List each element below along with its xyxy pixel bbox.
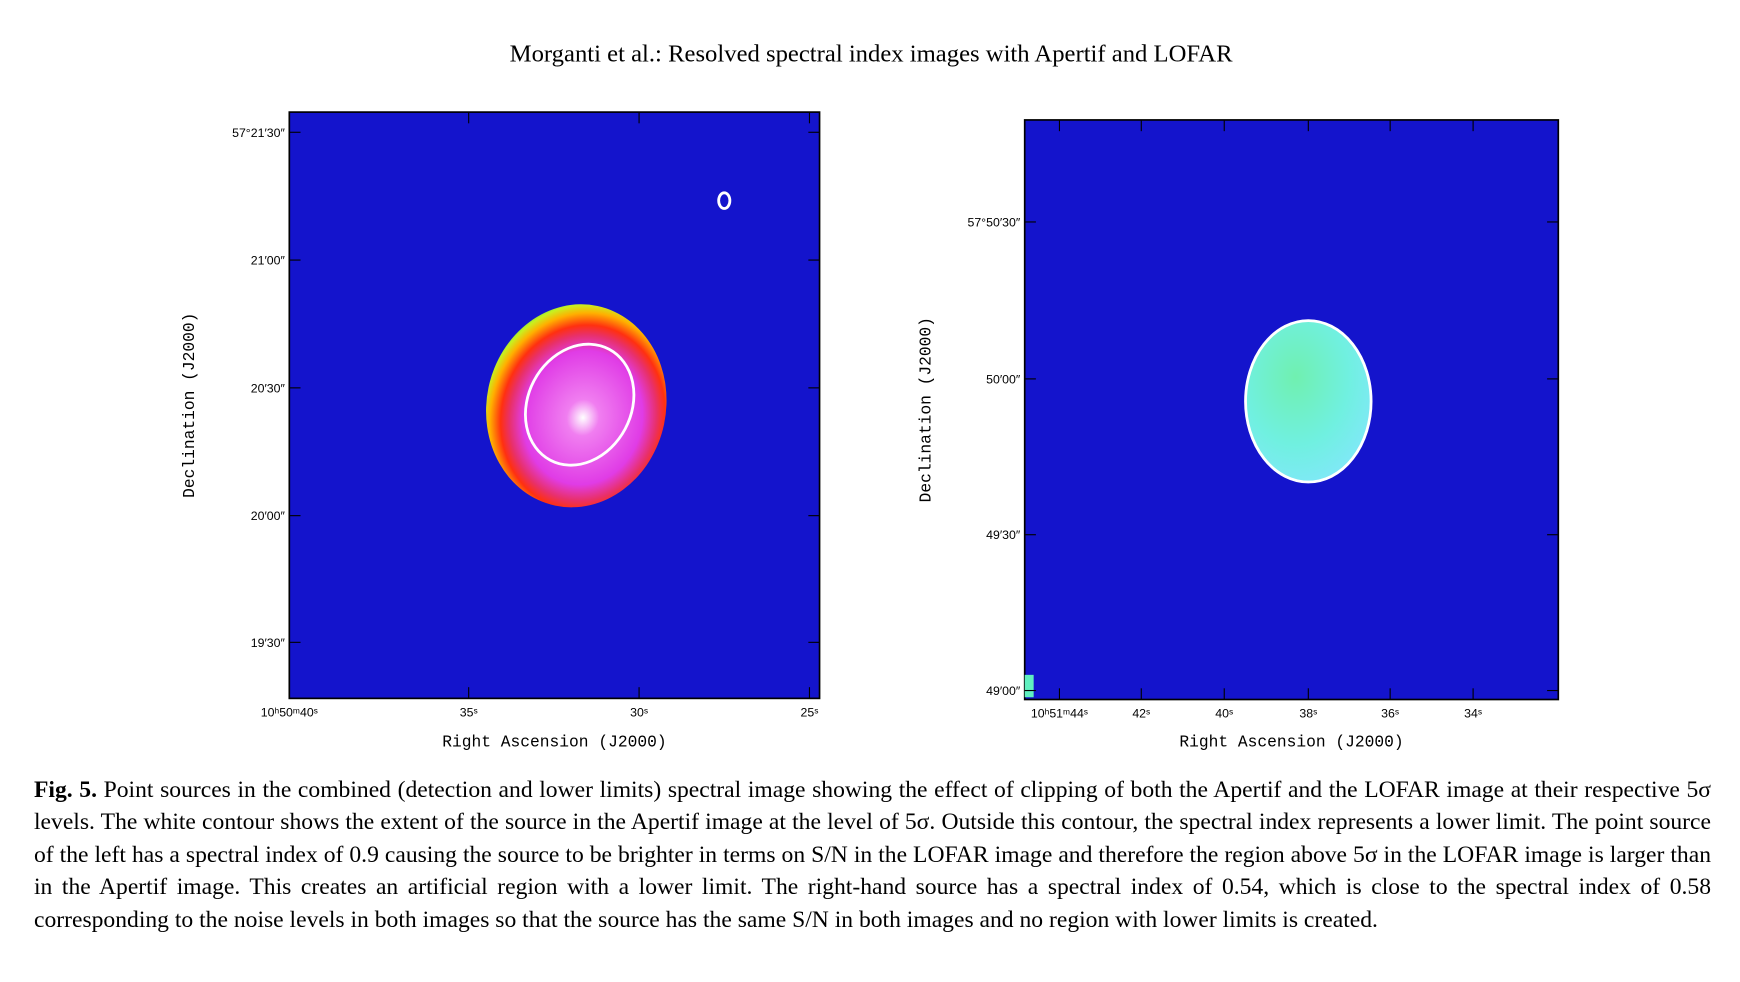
y-axis-label: Declination (J2000) bbox=[180, 313, 199, 498]
x-axis-label: Right Ascension (J2000) bbox=[442, 733, 666, 752]
x-tick-label: 36ˢ bbox=[1381, 706, 1399, 720]
contour bbox=[717, 191, 732, 210]
y-tick-label: 50′00″ bbox=[986, 372, 1021, 386]
y-tick-label: 49′00″ bbox=[986, 684, 1021, 698]
y-tick-label: 57°21′30″ bbox=[232, 126, 285, 140]
source-blob bbox=[486, 304, 667, 508]
edge-pixel bbox=[1024, 674, 1034, 698]
contour bbox=[524, 342, 636, 467]
x-axis-label: Right Ascension (J2000) bbox=[1179, 733, 1403, 752]
y-tick-label: 49′30″ bbox=[986, 528, 1021, 542]
x-tick-label: 10ʰ51ᵐ44ˢ bbox=[1031, 706, 1088, 720]
source-blob bbox=[1245, 320, 1372, 483]
y-tick-label: 57°50′30″ bbox=[967, 215, 1020, 229]
caption: Fig. 5. Point sources in the combined (d… bbox=[34, 774, 1711, 936]
x-tick-label: 25ˢ bbox=[801, 705, 819, 719]
caption-label: Fig. 5. bbox=[34, 777, 97, 803]
x-tick-label: 42ˢ bbox=[1132, 706, 1150, 720]
x-tick-label: 30ˢ bbox=[630, 705, 648, 719]
y-tick-label: 19′30″ bbox=[251, 636, 286, 650]
x-tick-label: 38ˢ bbox=[1299, 706, 1317, 720]
y-tick-label: 21′00″ bbox=[251, 254, 286, 268]
y-tick-label: 20′30″ bbox=[251, 381, 286, 395]
running-title: Morganti et al.: Resolved spectral index… bbox=[510, 41, 1233, 68]
x-tick-label: 10ʰ50ᵐ40ˢ bbox=[261, 705, 318, 719]
caption-text: Point sources in the combined (detection… bbox=[34, 777, 1711, 933]
y-tick-label: 20′00″ bbox=[251, 509, 286, 523]
x-tick-label: 40ˢ bbox=[1215, 706, 1233, 720]
contour bbox=[1244, 319, 1373, 484]
y-axis-label: Declination (J2000) bbox=[917, 317, 936, 502]
x-tick-label: 35ˢ bbox=[460, 705, 478, 719]
x-tick-label: 34ˢ bbox=[1464, 706, 1482, 720]
